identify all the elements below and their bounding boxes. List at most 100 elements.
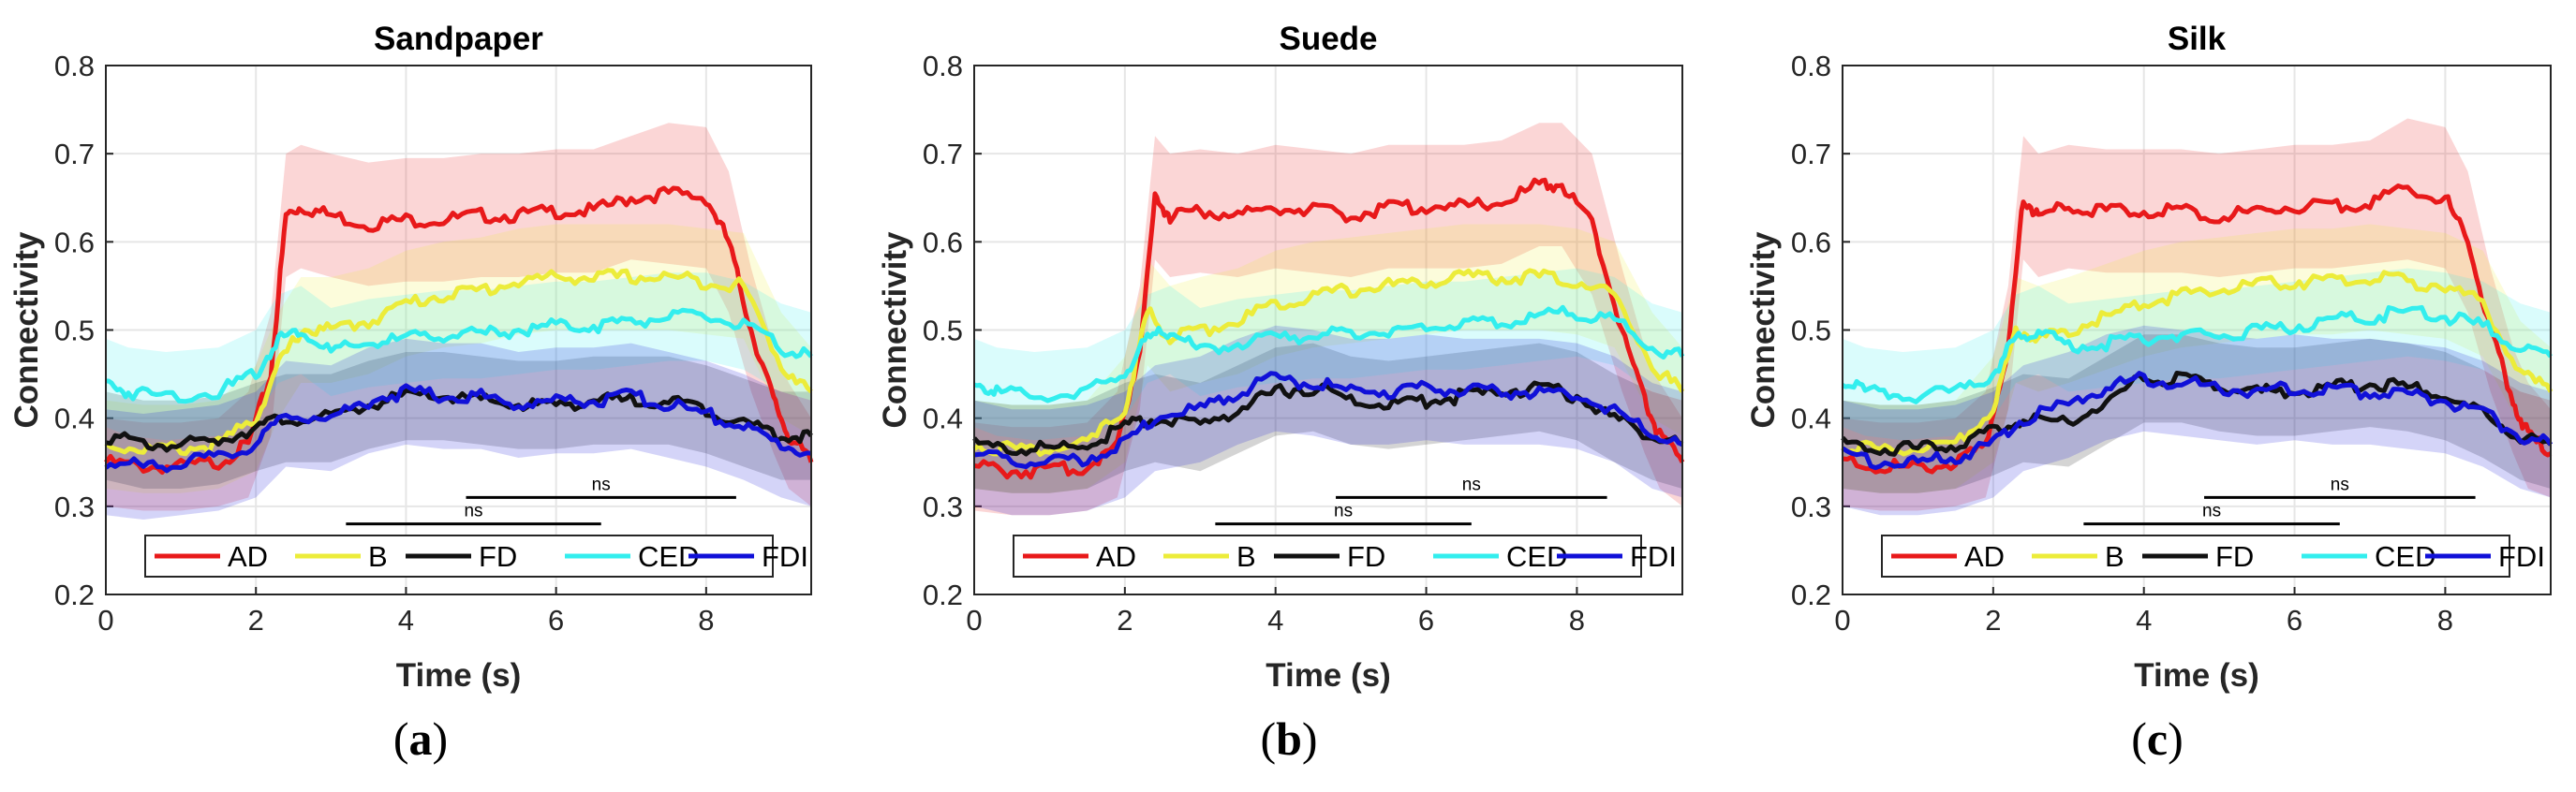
chart-title: Silk bbox=[2168, 21, 2227, 57]
caption-b: (b) bbox=[1260, 712, 1318, 765]
tick-label-x: 0 bbox=[1834, 604, 1850, 637]
series-line-fdi bbox=[1841, 371, 2554, 471]
series-line-ad bbox=[973, 177, 1685, 480]
tick-label-y: 0.7 bbox=[1791, 138, 1831, 170]
series-line-ad bbox=[1842, 183, 2553, 475]
series-line-fd bbox=[1841, 371, 2553, 457]
axes-frame bbox=[1842, 65, 2552, 595]
series-line-b bbox=[972, 268, 1685, 457]
tick-label-y: 0.4 bbox=[923, 403, 963, 435]
tick-label-x: 4 bbox=[2136, 604, 2152, 637]
x-axis-label: Time (s) bbox=[1266, 657, 1391, 694]
tick-label-y: 0.8 bbox=[923, 50, 963, 82]
legend-label-fd: FD bbox=[1347, 540, 1385, 573]
tick-label-y: 0.4 bbox=[54, 403, 95, 435]
series-line-ced bbox=[973, 304, 1685, 403]
legend-label-fdi: FDI bbox=[2498, 540, 2545, 573]
tick-label-y: 0.8 bbox=[54, 50, 95, 82]
tick-label-x: 8 bbox=[698, 604, 714, 637]
tick-label-y: 0.5 bbox=[54, 315, 95, 347]
series-line-ced bbox=[106, 307, 813, 404]
tick-label-y: 0.2 bbox=[923, 579, 963, 611]
tick-label-x: 0 bbox=[97, 604, 113, 637]
band-fdi bbox=[974, 325, 1682, 516]
tick-label-x: 8 bbox=[1569, 604, 1585, 637]
tick-label-x: 6 bbox=[548, 604, 564, 637]
legend-label-b: B bbox=[368, 540, 388, 573]
chart-title: Suede bbox=[1279, 21, 1377, 57]
series-line-fd bbox=[105, 388, 813, 453]
band-b bbox=[1843, 224, 2551, 493]
tick-label-y: 0.7 bbox=[54, 138, 95, 170]
tick-label-y: 0.4 bbox=[1791, 403, 1831, 435]
tick-label-y: 0.6 bbox=[1791, 226, 1831, 258]
tick-label-x: 6 bbox=[1418, 604, 1434, 637]
tick-label-y: 0.2 bbox=[1791, 579, 1831, 611]
series-line-ced bbox=[1841, 304, 2553, 404]
band-fd bbox=[106, 352, 811, 489]
tick-label-y: 0.3 bbox=[54, 491, 95, 523]
significance-label: ns bbox=[592, 475, 611, 494]
band-fdi bbox=[106, 338, 811, 520]
band-fdi bbox=[1843, 325, 2551, 516]
legend-label-fd: FD bbox=[2215, 540, 2254, 573]
band-ced bbox=[1843, 268, 2551, 441]
band-ced bbox=[106, 272, 811, 441]
tick-label-y: 0.3 bbox=[1791, 491, 1831, 523]
y-axis-label: Connectivity bbox=[8, 231, 45, 429]
tick-label-y: 0.7 bbox=[923, 138, 963, 170]
legend: AD B FD CED FDI bbox=[1881, 535, 2545, 578]
legend-label-ad: AD bbox=[1964, 540, 2005, 573]
legend-label-b: B bbox=[2105, 540, 2124, 573]
band-b bbox=[106, 224, 811, 493]
x-axis-label: Time (s) bbox=[2134, 657, 2259, 694]
legend: AD B FD CED FDI bbox=[1013, 535, 1677, 578]
tick-label-x: 8 bbox=[2437, 604, 2453, 637]
tick-label-x: 2 bbox=[248, 604, 264, 637]
tick-label-y: 0.2 bbox=[54, 579, 95, 611]
tick-label-y: 0.5 bbox=[1791, 315, 1831, 347]
legend-label-b: B bbox=[1236, 540, 1256, 573]
chart-panel-suede: 0.2 0.3 0.4 0.5 0.6 0.7 0.8 0 2 4 6 8 ns ns Suede Time … bbox=[877, 21, 1685, 694]
series-line-b bbox=[104, 268, 813, 457]
legend-label-fdi: FDI bbox=[1630, 540, 1677, 573]
tick-label-x: 6 bbox=[2287, 604, 2302, 637]
band-b bbox=[974, 224, 1682, 493]
x-axis-label: Time (s) bbox=[396, 657, 522, 694]
band-fd bbox=[974, 343, 1682, 493]
legend: AD B FD CED FDI bbox=[144, 535, 808, 578]
significance-label: ns bbox=[2331, 475, 2349, 494]
band-ad bbox=[106, 123, 811, 511]
series-line-fdi bbox=[104, 383, 812, 474]
legend-label-fd: FD bbox=[479, 540, 517, 573]
chart-panel-sandpaper: 0.2 0.3 0.4 0.5 0.6 0.7 0.8 0 2 4 6 8 ns ns Sandpaper T… bbox=[8, 21, 814, 694]
tick-label-x: 2 bbox=[1985, 604, 2001, 637]
caption-c: (c) bbox=[2131, 712, 2184, 765]
caption-a: (a) bbox=[392, 712, 449, 765]
tick-label-y: 0.6 bbox=[923, 226, 963, 258]
legend-box bbox=[1013, 535, 1642, 578]
significance-label: ns bbox=[464, 502, 482, 521]
y-axis-label: Connectivity bbox=[1745, 231, 1782, 429]
band-fd bbox=[1843, 334, 2551, 493]
y-axis-label: Connectivity bbox=[877, 231, 913, 429]
tick-label-y: 0.3 bbox=[923, 491, 963, 523]
legend-label-ad: AD bbox=[228, 540, 268, 573]
chart-title: Sandpaper bbox=[374, 21, 543, 57]
tick-label-x: 4 bbox=[1267, 604, 1283, 637]
series-line-ad bbox=[104, 185, 814, 476]
axes-frame bbox=[105, 65, 812, 595]
tick-label-y: 0.6 bbox=[54, 226, 95, 258]
series-line-fd bbox=[972, 380, 1684, 457]
tick-label-x: 4 bbox=[398, 604, 414, 637]
series-line-fdi bbox=[973, 371, 1684, 470]
significance-label: ns bbox=[1334, 502, 1353, 521]
tick-label-x: 0 bbox=[966, 604, 982, 637]
tick-label-y: 0.8 bbox=[1791, 50, 1831, 82]
tick-label-y: 0.5 bbox=[923, 315, 963, 347]
legend-label-fdi: FDI bbox=[762, 540, 808, 573]
tick-label-x: 2 bbox=[1117, 604, 1133, 637]
significance-label: ns bbox=[1462, 475, 1481, 494]
significance-label: ns bbox=[2202, 502, 2221, 521]
